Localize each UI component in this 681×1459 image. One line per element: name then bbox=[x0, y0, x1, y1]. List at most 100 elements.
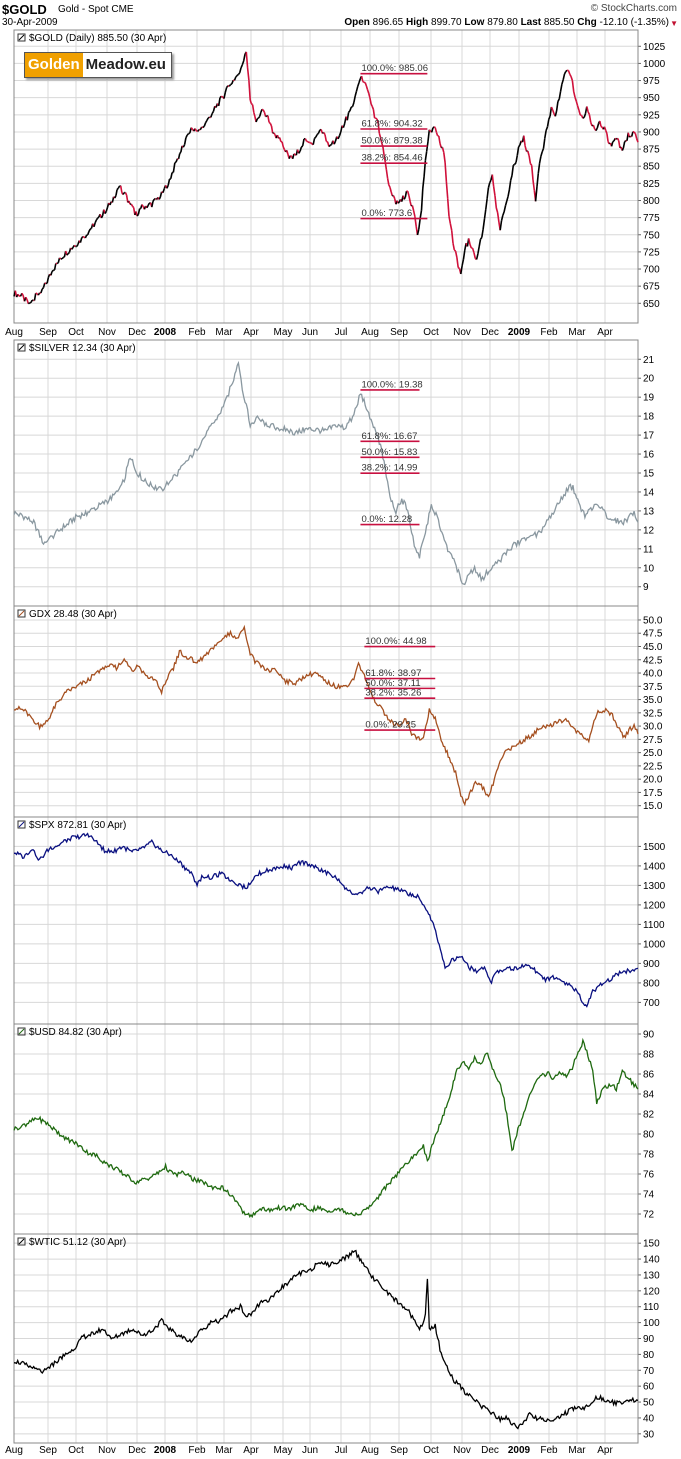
gold-price-segment bbox=[432, 126, 435, 129]
gold-price-segment bbox=[574, 96, 578, 102]
gold-price-segment bbox=[219, 95, 222, 99]
gold-price-segment bbox=[550, 106, 554, 111]
gold-price-segment bbox=[203, 122, 207, 127]
gold-price-segment bbox=[241, 60, 245, 66]
x-tick-label: 2009 bbox=[508, 327, 531, 338]
low-label: Low bbox=[464, 17, 485, 28]
x-tick-label: May bbox=[274, 1445, 293, 1456]
gold-price-segment bbox=[624, 140, 627, 143]
gold-price-segment bbox=[233, 76, 237, 81]
gold-price-segment bbox=[299, 146, 303, 152]
series-icon bbox=[17, 1027, 26, 1036]
gold-price-segment bbox=[56, 262, 59, 265]
gold-price-segment bbox=[545, 126, 549, 131]
y-tick-label: 22.5 bbox=[643, 761, 663, 772]
gold-price-segment bbox=[403, 196, 406, 200]
gdx-panel: 15.0 17.5 20.0 22.5 25.0 27.5 30.0 32.5 35.0 37.5… bbox=[13, 605, 663, 818]
gold-price-segment bbox=[270, 125, 274, 134]
y-tick-label: 18 bbox=[643, 412, 655, 423]
y-tick-label: 90 bbox=[643, 1030, 655, 1041]
gold-price-segment bbox=[185, 134, 188, 139]
gold-price-segment bbox=[411, 205, 415, 211]
gold-price-segment bbox=[382, 146, 385, 156]
gold-price-segment bbox=[548, 115, 551, 120]
gold-price-segment bbox=[30, 299, 33, 303]
x-tick-label: Dec bbox=[481, 1445, 499, 1456]
gold-price-segment bbox=[169, 177, 172, 180]
gold-price-segment bbox=[479, 237, 483, 240]
y-tick-label: 15 bbox=[643, 469, 655, 480]
gold-price-segment bbox=[238, 67, 242, 74]
gold-price-segment bbox=[460, 265, 463, 275]
gold-price-segment bbox=[180, 145, 183, 153]
gold-price-segment bbox=[388, 184, 391, 188]
stockcharts-credit[interactable]: © StockCharts.com bbox=[590, 3, 677, 14]
gold-price-segment bbox=[128, 200, 131, 205]
gold-price-segment bbox=[167, 179, 171, 186]
gold-price-segment bbox=[289, 155, 293, 158]
y-tick-label: 1025 bbox=[643, 42, 666, 53]
gold-price-segment bbox=[227, 84, 230, 88]
gold-price-segment bbox=[372, 109, 376, 119]
y-tick-label: 9 bbox=[643, 582, 649, 593]
y-tick-label: 82 bbox=[643, 1110, 655, 1121]
series-icon bbox=[17, 1237, 26, 1246]
bottom-x-axis: Aug Sep Oct Nov Dec 2008 Feb Mar Apr May Jun Jul Aug… bbox=[5, 1445, 613, 1456]
y-tick-label: 74 bbox=[643, 1190, 655, 1201]
x-tick-label: 2008 bbox=[154, 327, 177, 338]
gold-price-segment bbox=[278, 137, 282, 142]
gold-price-segment bbox=[565, 69, 568, 73]
gold-price-segment bbox=[329, 143, 332, 146]
fib-level-label: 0.0%: 12.28 bbox=[361, 514, 412, 525]
y-tick-label: 50 bbox=[643, 1398, 655, 1409]
logo-part-meadow: Meadow.eu bbox=[85, 56, 166, 73]
gold-price-segment bbox=[462, 249, 466, 260]
gold-price-segment bbox=[351, 102, 355, 107]
gold-price-segment bbox=[71, 246, 74, 250]
silver-panel: 9 10 11 12 13 14 15 16 17 18 19 20 21 100.0%: 19.38 61… bbox=[13, 339, 655, 607]
gold-price-segment bbox=[549, 106, 553, 117]
gold-price-segment bbox=[119, 185, 123, 193]
gold-price-segment bbox=[444, 162, 448, 182]
fib-level-label: 61.8%: 38.97 bbox=[365, 668, 421, 679]
y-tick-label: 30 bbox=[643, 1429, 655, 1440]
gold-price-segment bbox=[59, 257, 62, 260]
gold-price-segment bbox=[298, 150, 301, 154]
y-tick-label: 80 bbox=[643, 1350, 655, 1361]
symbol: $GOLD bbox=[2, 2, 47, 17]
gold-price-segment bbox=[588, 114, 592, 123]
fib-level-label: 0.0%: 773.6 bbox=[361, 208, 412, 219]
gold-price-segment bbox=[536, 173, 540, 187]
gold-price-segment bbox=[528, 155, 532, 164]
x-tick-label: Aug bbox=[5, 1445, 23, 1456]
gold-price-segment bbox=[115, 189, 118, 196]
gold-price-segment bbox=[182, 144, 186, 148]
x-tick-label: Nov bbox=[98, 327, 116, 338]
gold-price-segment bbox=[40, 288, 43, 294]
gold-price-segment bbox=[50, 271, 53, 276]
gold-price-segment bbox=[46, 277, 50, 284]
y-tick-label: 78 bbox=[643, 1150, 655, 1161]
y-tick-label: 650 bbox=[643, 299, 660, 310]
series-icon-line bbox=[18, 1028, 25, 1035]
gold-price-segment bbox=[499, 220, 503, 231]
y-tick-label: 45.0 bbox=[643, 642, 663, 653]
x-tick-label: Feb bbox=[188, 327, 206, 338]
y-tick-label: 100 bbox=[643, 1318, 660, 1329]
gold-price-segment bbox=[67, 251, 70, 255]
gold-price-segment bbox=[199, 126, 203, 131]
gold-price-segment bbox=[251, 104, 255, 113]
x-tick-label: Aug bbox=[5, 327, 23, 338]
gold-price-segment bbox=[245, 51, 249, 68]
gold-price-segment bbox=[79, 237, 83, 243]
silver-price-line bbox=[13, 360, 639, 586]
y-tick-label: 32.5 bbox=[643, 708, 663, 719]
gold-price-segment bbox=[342, 123, 346, 128]
gold-price-segment bbox=[572, 91, 576, 98]
x-tick-label: Nov bbox=[453, 1445, 471, 1456]
gold-price-segment bbox=[575, 100, 579, 107]
usd-panel-title: $USD 84.82 (30 Apr) bbox=[29, 1027, 122, 1038]
gold-price-segment bbox=[376, 118, 379, 124]
x-tick-label: 2008 bbox=[154, 1445, 177, 1456]
fib-level-label: 50.0%: 879.38 bbox=[361, 136, 422, 147]
